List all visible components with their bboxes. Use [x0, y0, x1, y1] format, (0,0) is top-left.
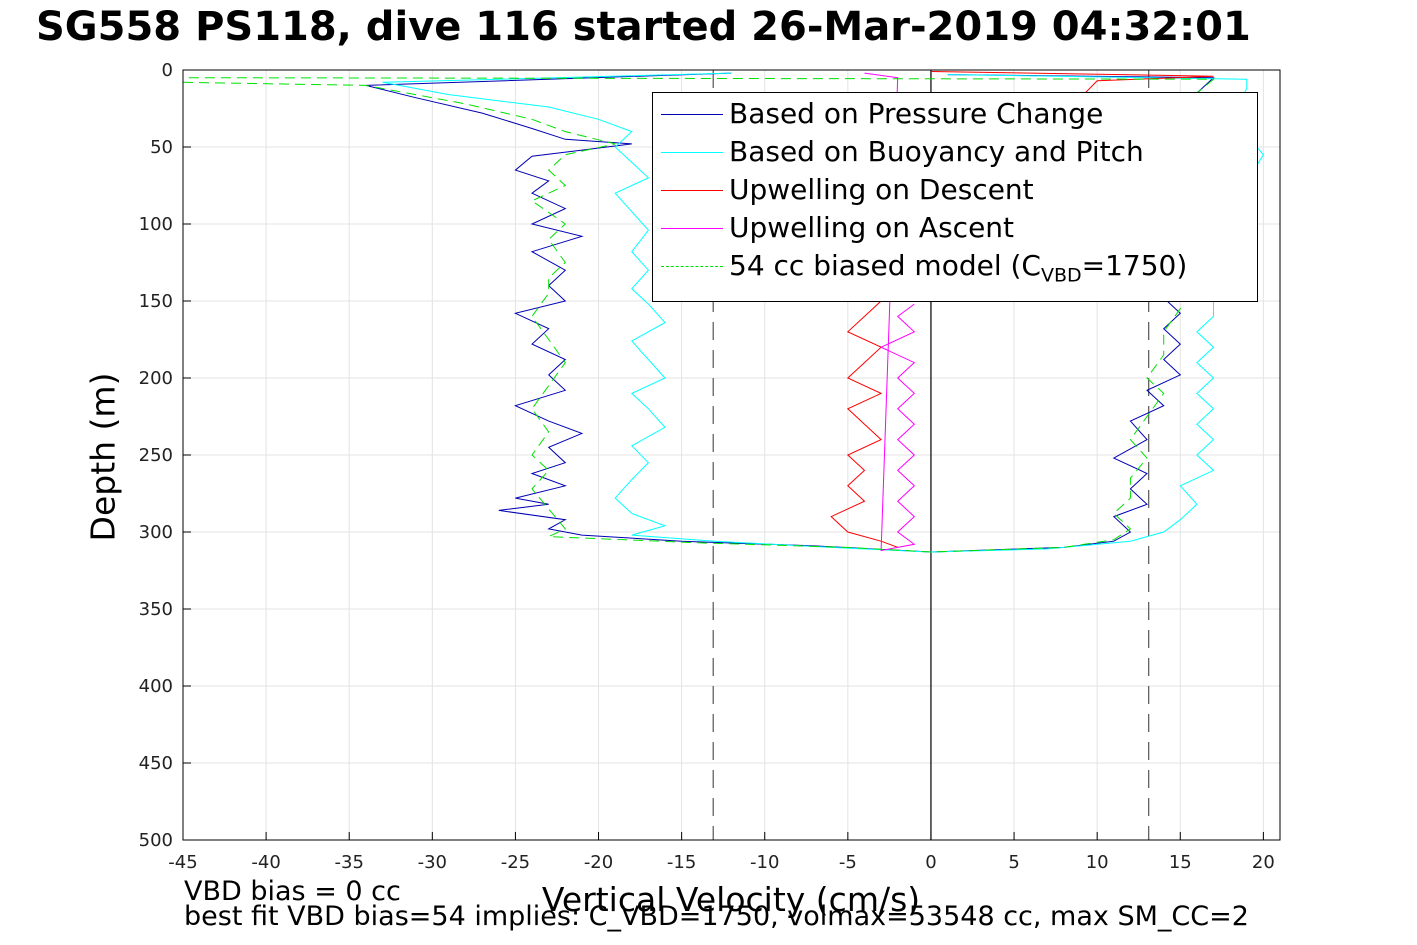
x-tick-label: -15 [667, 852, 696, 873]
legend-label: 54 cc biased model (CVBD=1750) [729, 249, 1187, 287]
x-tick-label: 20 [1252, 852, 1275, 873]
x-tick-label: 5 [1008, 852, 1019, 873]
x-tick-label: 15 [1169, 852, 1192, 873]
legend-swatch [661, 114, 723, 115]
series-line-0 [365, 72, 1215, 553]
y-tick-label: 0 [162, 60, 173, 81]
legend-label-post: =1750) [1081, 249, 1188, 282]
legend-label-pre: 54 cc biased model (C [729, 249, 1041, 282]
x-axis-label: Vertical Velocity (cm/s) [541, 880, 921, 919]
legend: Based on Pressure Change Based on Buoyan… [652, 92, 1258, 302]
legend-label: Based on Pressure Change [729, 97, 1104, 130]
x-tick-label: -40 [251, 852, 280, 873]
best-fit-note: best fit VBD bias=54 implies: C_VBD=1750… [184, 901, 1249, 932]
series-group [182, 71, 1265, 553]
legend-label-sub: VBD [1040, 264, 1082, 287]
y-tick-label: 450 [139, 753, 173, 774]
y-tick-label: 250 [139, 445, 173, 466]
x-tick-label: 10 [1086, 852, 1109, 873]
vbd-bias-note: VBD bias = 0 cc [184, 876, 401, 907]
x-tick-label: -45 [168, 852, 197, 873]
x-tick-label: -25 [501, 852, 530, 873]
legend-item-buoyancy-pitch: Based on Buoyancy and Pitch [653, 133, 1257, 171]
legend-swatch [661, 190, 723, 191]
legend-label: Upwelling on Ascent [729, 211, 1015, 244]
x-tick-label: -30 [418, 852, 447, 873]
axis-ticks: -45 -40 -35 -30 -25 -20 -15 -10 -5 0 5 10 15 20050100… [139, 60, 1275, 873]
legend-swatch [661, 228, 723, 229]
y-tick-label: 400 [139, 676, 173, 697]
legend-label: Based on Buoyancy and Pitch [729, 135, 1144, 168]
y-axis-label: Depth (m) [83, 372, 123, 542]
legend-item-biased-model: 54 cc biased model (CVBD=1750) [653, 247, 1257, 287]
legend-swatch [661, 152, 723, 153]
y-tick-label: 100 [139, 214, 173, 235]
legend-item-pressure-change: Based on Pressure Change [653, 95, 1257, 133]
series-line-3 [864, 72, 916, 552]
series-line-1 [382, 72, 1265, 553]
y-tick-label: 300 [139, 522, 173, 543]
x-tick-label: 0 [925, 852, 936, 873]
legend-swatch [661, 266, 723, 267]
y-tick-label: 350 [139, 599, 173, 620]
series-line-4 [182, 77, 1215, 553]
chart-title: SG558 PS118, dive 116 started 26-Mar-201… [36, 4, 1251, 50]
y-tick-label: 200 [139, 368, 173, 389]
y-tick-label: 50 [150, 137, 173, 158]
legend-label: Upwelling on Descent [729, 173, 1034, 206]
legend-item-upwelling-ascent: Upwelling on Ascent [653, 209, 1257, 247]
x-tick-label: -35 [335, 852, 364, 873]
legend-item-upwelling-descent: Upwelling on Descent [653, 171, 1257, 209]
series-line-2 [830, 71, 1214, 548]
x-tick-label: -10 [750, 852, 779, 873]
y-tick-label: 500 [139, 830, 173, 851]
y-tick-label: 150 [139, 291, 173, 312]
x-tick-label: -20 [584, 852, 613, 873]
x-tick-label: -5 [839, 852, 857, 873]
